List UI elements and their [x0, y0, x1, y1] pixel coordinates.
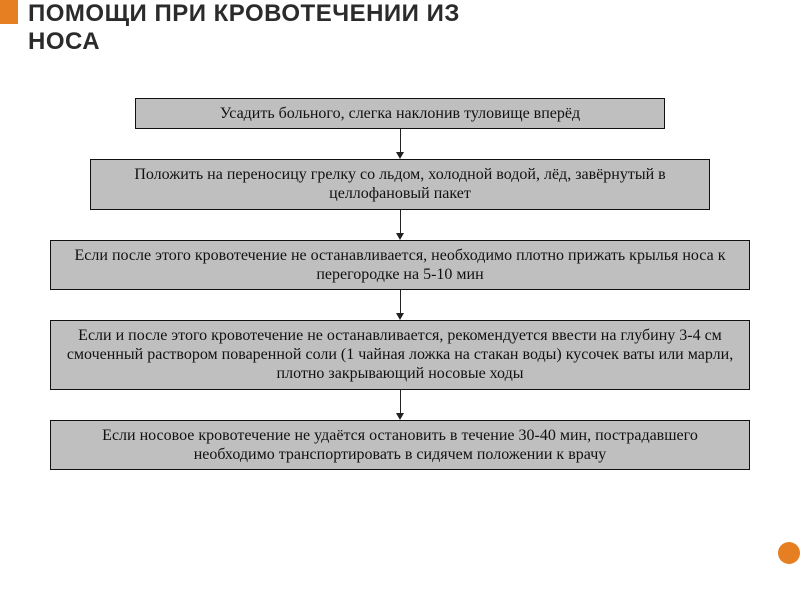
- accent-bar-left: [0, 0, 18, 24]
- flow-step-2: Положить на переносицу грелку со льдом, …: [90, 159, 710, 209]
- flow-arrow-1: [400, 129, 401, 159]
- flow-step-1: Усадить больного, слегка наклонив тулови…: [135, 98, 665, 129]
- title-line-2: НОСА: [28, 28, 100, 55]
- flow-arrow-3: [400, 290, 401, 320]
- flowchart: Усадить больного, слегка наклонив тулови…: [45, 98, 755, 470]
- flow-step-3: Если после этого кровотечение не останав…: [50, 240, 750, 290]
- accent-dot-right: [778, 542, 800, 564]
- flow-step-5: Если носовое кровотечение не удаётся ост…: [50, 420, 750, 470]
- title-line-1: ПОМОЩИ ПРИ КРОВОТЕЧЕНИИ ИЗ: [28, 0, 460, 27]
- flow-arrow-4: [400, 390, 401, 420]
- page-title: ПОМОЩИ ПРИ КРОВОТЕЧЕНИИ ИЗ НОСА: [28, 0, 748, 55]
- flow-arrow-2: [400, 210, 401, 240]
- flow-step-4: Если и после этого кровотечение не остан…: [50, 320, 750, 390]
